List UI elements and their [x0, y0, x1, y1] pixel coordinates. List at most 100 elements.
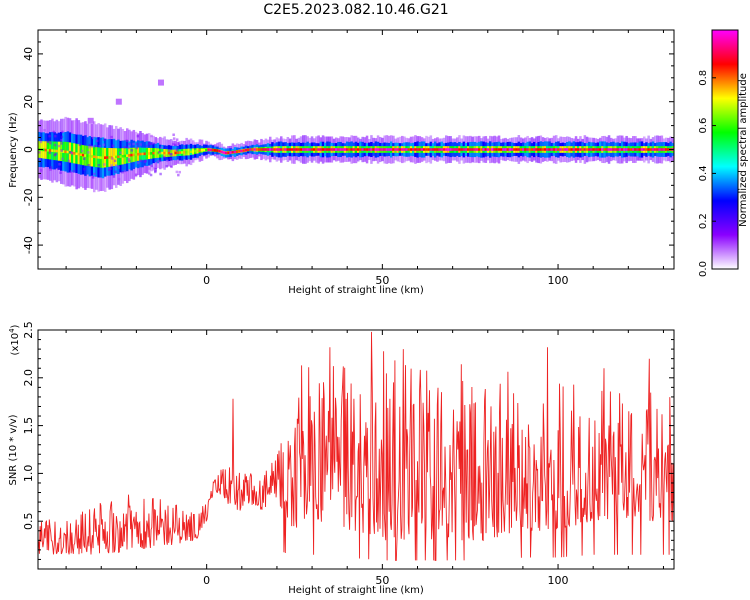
- heatmap-cell: [361, 148, 364, 151]
- heatmap-cell: [66, 150, 70, 154]
- heatmap-cell: [163, 151, 166, 155]
- heatmap-cell: [335, 148, 338, 151]
- heatmap-cell: [69, 170, 73, 173]
- heatmap-cell: [561, 148, 565, 151]
- heatmap-cell: [383, 148, 386, 151]
- y-tick-label: 0: [22, 146, 35, 153]
- heatmap-cell: [61, 157, 64, 161]
- heatmap-cell: [453, 148, 457, 151]
- heatmap-cell: [218, 149, 221, 153]
- heatmap-cell: [350, 148, 353, 151]
- heatmap-cell: [207, 148, 210, 151]
- heatmap-cell: [651, 148, 655, 151]
- heatmap-cell: [87, 164, 90, 167]
- heatmap-cell: [117, 166, 121, 169]
- heatmap-cell: [398, 148, 402, 151]
- heatmap-cell: [162, 155, 166, 159]
- heatmap-cell: [524, 148, 527, 151]
- snr-panel: 0 50 100 0.5 1.0 1.5 2.0 2.5 Height of straigh…: [8, 321, 675, 596]
- heatmap-cell: [247, 148, 250, 152]
- heatmap-cell: [60, 135, 64, 139]
- colorbar: 0.0 0.2 0.4 0.6 0.8 Normalized spectral ampl…: [698, 29, 749, 277]
- heatmap-cell: [137, 161, 140, 165]
- heatmap-cell: [141, 152, 144, 156]
- heatmap-cell: [101, 156, 105, 160]
- heatmap-cell: [113, 159, 117, 163]
- heatmap-cell: [447, 148, 450, 151]
- heatmap-cell: [96, 139, 99, 143]
- heatmap-cell: [610, 148, 613, 151]
- heatmap-cell: [111, 157, 114, 160]
- heatmap-cell: [658, 148, 661, 151]
- heatmap-cell: [480, 148, 483, 151]
- heatmap-cell: [158, 159, 161, 163]
- heatmap-cell: [154, 151, 158, 155]
- snr-multiplier-exponent: 4: [8, 328, 16, 333]
- heatmap-cell: [445, 148, 448, 151]
- x-tick-label: 100: [548, 574, 569, 587]
- heatmap-cell: [123, 154, 127, 158]
- heatmap-cell: [87, 145, 91, 149]
- heatmap-cell: [337, 148, 340, 151]
- heatmap-cell: [396, 148, 400, 151]
- heatmap-cell: [73, 152, 76, 155]
- snr-series-line: [38, 331, 674, 561]
- heatmap-cell: [456, 148, 459, 151]
- heatmap-cell: [332, 148, 336, 151]
- colorbar-frame: [711, 29, 739, 270]
- y-tick-label: 2.5: [22, 321, 35, 339]
- heatmap-cell: [172, 137, 176, 140]
- heatmap-cell: [308, 148, 312, 151]
- heatmap-cell: [469, 148, 472, 151]
- heatmap-cell: [97, 163, 101, 167]
- heatmap-cell: [550, 148, 554, 151]
- heatmap-cell: [77, 152, 81, 156]
- heatmap-cell: [546, 148, 549, 151]
- heatmap-cell: [662, 148, 666, 151]
- spectrogram-x-ticks: 0 50 100: [65, 30, 664, 287]
- heatmap-cell: [108, 156, 111, 159]
- heatmap-cell: [656, 148, 659, 151]
- heatmap-cell: [161, 151, 164, 155]
- heatmap-cell: [489, 148, 492, 151]
- heatmap-cell: [352, 148, 356, 151]
- heatmap-cell: [97, 156, 100, 159]
- y-tick-label: 1.5: [22, 417, 35, 435]
- heatmap-cell: [203, 148, 206, 152]
- heatmap-cell: [596, 148, 600, 151]
- heatmap-cell: [640, 148, 644, 151]
- heatmap-cell: [585, 148, 589, 151]
- heatmap-cell: [53, 153, 57, 157]
- heatmap-cell: [43, 128, 46, 132]
- heatmap-cell: [328, 148, 331, 151]
- heatmap-cell: [438, 148, 441, 151]
- heatmap-cell: [583, 148, 587, 151]
- heatmap-cell: [177, 142, 181, 145]
- y-tick-label: -40: [22, 236, 35, 254]
- heatmap-cell: [416, 148, 419, 151]
- heatmap-cell: [152, 141, 155, 145]
- heatmap-cell: [502, 148, 505, 151]
- heatmap-cell: [80, 149, 84, 153]
- heatmap-cell: [482, 148, 485, 151]
- heatmap-cell: [91, 176, 95, 179]
- heatmap-cell: [170, 165, 173, 169]
- heatmap-cell: [625, 148, 628, 151]
- heatmap-cell: [568, 148, 571, 151]
- heatmap-cell: [326, 148, 329, 151]
- heatmap-cell: [166, 159, 169, 163]
- figure-title: C2E5.2023.082.10.46.G21: [263, 2, 448, 18]
- heatmap-cell: [530, 148, 534, 151]
- heatmap-cell: [266, 148, 270, 151]
- heatmap-cell: [110, 164, 113, 167]
- x-tick-label: 0: [203, 574, 210, 587]
- heatmap-cell: [60, 138, 63, 142]
- heatmap-cell: [145, 152, 149, 155]
- heatmap-cell: [592, 148, 595, 151]
- heatmap-cell: [513, 148, 516, 151]
- heatmap-cell: [60, 142, 63, 145]
- heatmap-cell: [114, 170, 117, 173]
- heatmap-cell: [53, 143, 57, 147]
- heatmap-cell: [109, 167, 112, 170]
- heatmap-cell: [500, 148, 503, 151]
